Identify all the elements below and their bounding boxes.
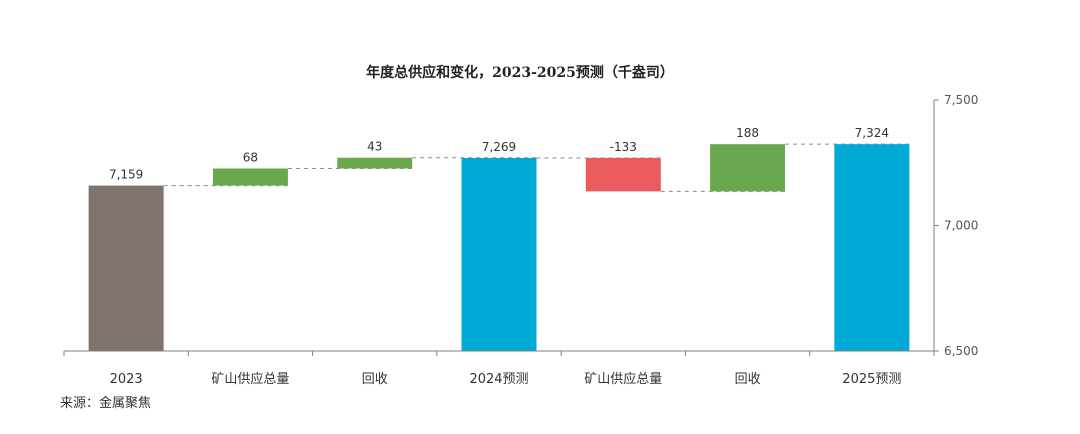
data-label: 68: [243, 151, 258, 165]
data-label: 7,324: [855, 126, 889, 140]
increase-bar: [337, 157, 413, 169]
total-bar: [88, 185, 164, 351]
decrease-bar: [585, 157, 661, 192]
increase-bar: [212, 168, 288, 186]
x-tick-label: 2025预测: [842, 372, 901, 387]
x-tick-label: 回收: [735, 372, 761, 387]
data-label: 7,159: [109, 168, 143, 182]
data-label: -133: [610, 140, 637, 154]
y-tick-label: 7,000: [944, 219, 978, 233]
data-label: 7,269: [482, 140, 516, 154]
total-bar: [834, 144, 910, 351]
x-tick-label: 2023: [110, 372, 143, 387]
x-tick-label: 矿山供应总量: [584, 371, 662, 387]
increase-bar: [710, 144, 786, 192]
x-tick-label: 2024预测: [469, 372, 528, 387]
total-bar: [461, 157, 537, 351]
data-label: 43: [367, 140, 382, 154]
source-note: 来源：金属聚焦: [60, 396, 152, 411]
y-tick-label: 7,500: [944, 93, 978, 107]
chart-title: 年度总供应和变化，2023-2025预测（千盎司）: [366, 64, 674, 81]
y-tick-label: 6,500: [944, 344, 978, 358]
x-tick-label: 回收: [362, 372, 388, 387]
data-label: 188: [736, 126, 759, 140]
x-tick-label: 矿山供应总量: [211, 371, 289, 387]
plot-area: 7,159 68 43 7,269 -133 188 7,324 2023 矿山供应总量 回收 20…: [63, 93, 978, 387]
